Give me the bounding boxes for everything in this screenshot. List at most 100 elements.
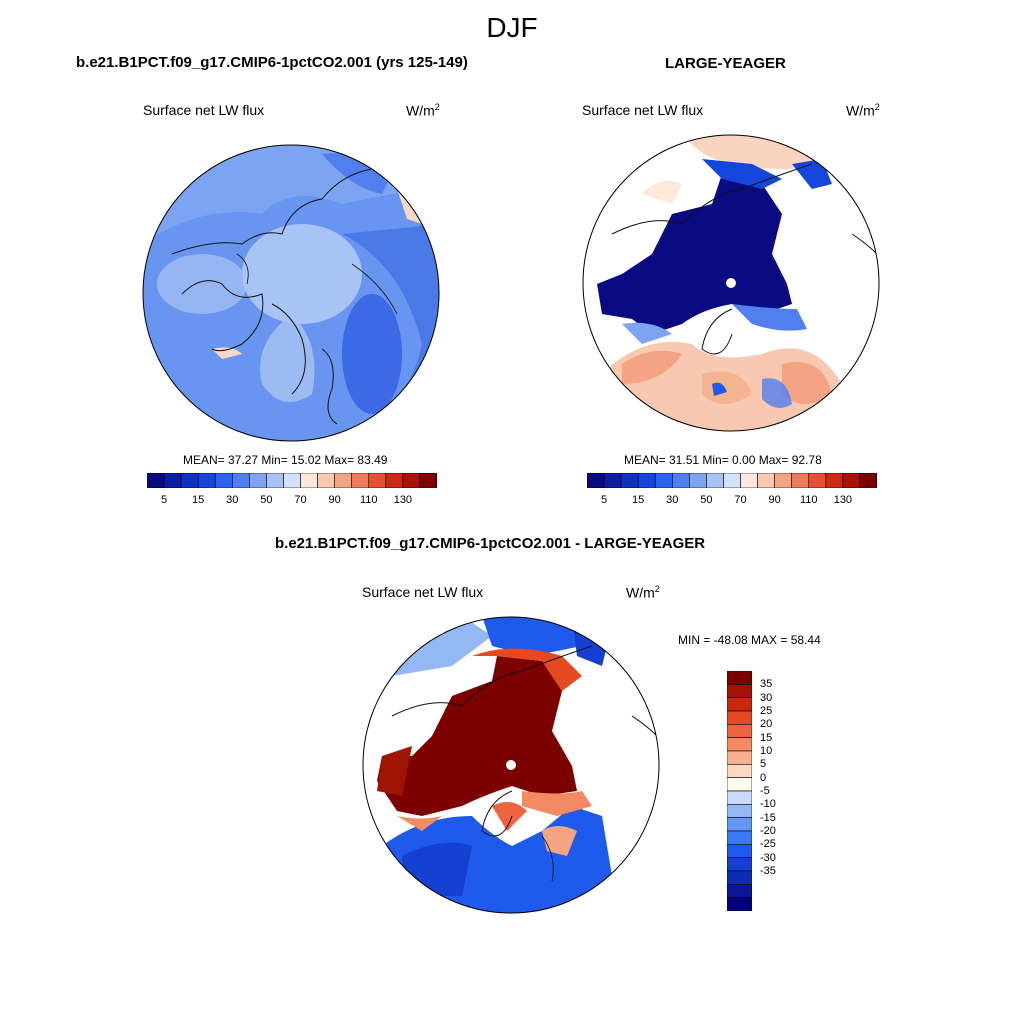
colorbar-swatch [317, 472, 335, 489]
panel-3-colorbar [726, 670, 753, 912]
panel-2-stats: MEAN= 31.51 Min= 0.00 Max= 92.78 [624, 453, 822, 467]
colorbar-tick-label: 50 [260, 494, 273, 506]
colorbar-swatch [726, 710, 753, 725]
colorbar-tick-label: 15 [192, 494, 205, 506]
colorbar-swatch [334, 472, 353, 489]
panel-1-variable-label: Surface net LW flux [143, 102, 265, 118]
panel-2-title: LARGE-YEAGER [665, 55, 786, 72]
colorbar-swatch [757, 472, 775, 489]
colorbar-swatch [146, 472, 165, 489]
panel-3-variable-label: Surface net LW flux [362, 584, 484, 600]
colorbar-swatch [726, 750, 753, 765]
panel-1-title: b.e21.B1PCT.f09_g17.CMIP6-1pctCO2.001 (y… [76, 54, 468, 71]
colorbar-swatch [791, 472, 810, 489]
colorbar-tick-label: -10 [760, 798, 776, 811]
colorbar-swatch [249, 472, 267, 489]
colorbar-swatch [419, 472, 438, 489]
panel-1-units: W/m2 [406, 102, 440, 119]
colorbar-swatch [231, 472, 250, 489]
colorbar-swatch [726, 870, 753, 885]
colorbar-tick-label: 10 [760, 745, 773, 757]
colorbar-tick-label: -30 [760, 851, 776, 864]
colorbar-tick-label: 90 [768, 494, 781, 506]
colorbar-swatch [726, 857, 753, 872]
colorbar-tick-label: -35 [760, 865, 776, 877]
colorbar-swatch [689, 472, 707, 489]
colorbar-tick-label: 30 [666, 494, 679, 506]
colorbar-swatch [637, 472, 656, 489]
panel-3-colorbar-ticks: 35 30 25 20 15 10 5 0 -5 -10 -15 -20 -25 -30 -35 [760, 671, 800, 911]
colorbar-swatch [726, 790, 753, 805]
panel-3-polar-map [362, 616, 660, 914]
colorbar-tick-label: 5 [760, 758, 767, 771]
colorbar-tick-label: 110 [799, 494, 818, 506]
colorbar-tick-label: -25 [760, 838, 776, 851]
colorbar-swatch [859, 472, 878, 489]
colorbar-swatch [726, 844, 753, 858]
colorbar-swatch [351, 472, 370, 489]
colorbar-tick-label: 0 [760, 771, 767, 784]
colorbar-swatch [774, 472, 793, 489]
colorbar-tick-label: 50 [700, 494, 713, 506]
colorbar-swatch [726, 897, 753, 912]
colorbar-tick-label: 70 [734, 494, 747, 506]
colorbar-swatch [726, 684, 753, 698]
colorbar-swatch [368, 472, 387, 489]
figure-title: DJF [486, 12, 538, 43]
colorbar-tick-label: 30 [226, 494, 239, 506]
colorbar-tick-label: 70 [294, 494, 307, 506]
colorbar-swatch [726, 884, 753, 898]
colorbar-swatch [197, 472, 216, 489]
colorbar-swatch [163, 472, 182, 489]
colorbar-swatch [726, 697, 753, 712]
panel-2-polar-map [582, 134, 880, 432]
colorbar-tick-label: 30 [760, 691, 773, 704]
colorbar-swatch [671, 472, 690, 489]
colorbar-tick-label: 20 [760, 718, 773, 731]
colorbar-swatch [726, 737, 753, 752]
colorbar-swatch [402, 472, 421, 489]
colorbar-tick-label: -15 [760, 811, 776, 824]
colorbar-swatch [180, 472, 199, 489]
colorbar-swatch [726, 670, 753, 685]
colorbar-tick-label: 5 [600, 494, 608, 506]
colorbar-swatch [300, 472, 318, 489]
panel-3-title: b.e21.B1PCT.f09_g17.CMIP6-1pctCO2.001 - … [275, 535, 706, 552]
colorbar-swatch [825, 472, 844, 489]
panel-2-variable-label: Surface net LW flux [582, 102, 704, 118]
colorbar-tick-label: 110 [359, 494, 378, 506]
colorbar-swatch [726, 777, 753, 792]
colorbar-swatch [266, 472, 284, 489]
colorbar-swatch [726, 830, 753, 845]
panel-1-colorbar-ticks: 5 15 30 50 70 90 110 130 [147, 494, 437, 508]
panel-3-units: W/m2 [626, 584, 660, 601]
colorbar-tick-label: 35 [760, 678, 773, 691]
colorbar-tick-label: 25 [760, 705, 773, 717]
colorbar-tick-label: 90 [328, 494, 341, 506]
colorbar-tick-label: 5 [160, 494, 168, 506]
colorbar-swatch [283, 472, 301, 489]
colorbar-tick-label: 130 [833, 494, 853, 506]
panel-2-colorbar [586, 472, 878, 489]
colorbar-swatch [726, 817, 753, 832]
colorbar-tick-label: 130 [393, 494, 413, 506]
colorbar-swatch [603, 472, 622, 489]
colorbar-swatch [808, 472, 827, 489]
panel-1-colorbar [146, 472, 438, 489]
colorbar-swatch [726, 724, 753, 738]
colorbar-swatch [620, 472, 639, 489]
colorbar-swatch [706, 472, 724, 489]
colorbar-tick-label: -20 [760, 825, 776, 837]
colorbar-swatch [214, 472, 233, 489]
colorbar-swatch [726, 764, 753, 778]
colorbar-swatch [385, 472, 404, 489]
colorbar-swatch [842, 472, 861, 489]
panel-3-stats: MIN = -48.08 MAX = 58.44 [678, 633, 821, 647]
colorbar-swatch [726, 804, 753, 818]
colorbar-tick-label: 15 [760, 731, 773, 744]
colorbar-swatch [586, 472, 605, 489]
colorbar-swatch [723, 472, 741, 489]
colorbar-tick-label: 15 [632, 494, 645, 506]
panel-2-colorbar-ticks: 5 15 30 50 70 90 110 130 [587, 494, 877, 508]
panel-2-units: W/m2 [846, 102, 880, 119]
